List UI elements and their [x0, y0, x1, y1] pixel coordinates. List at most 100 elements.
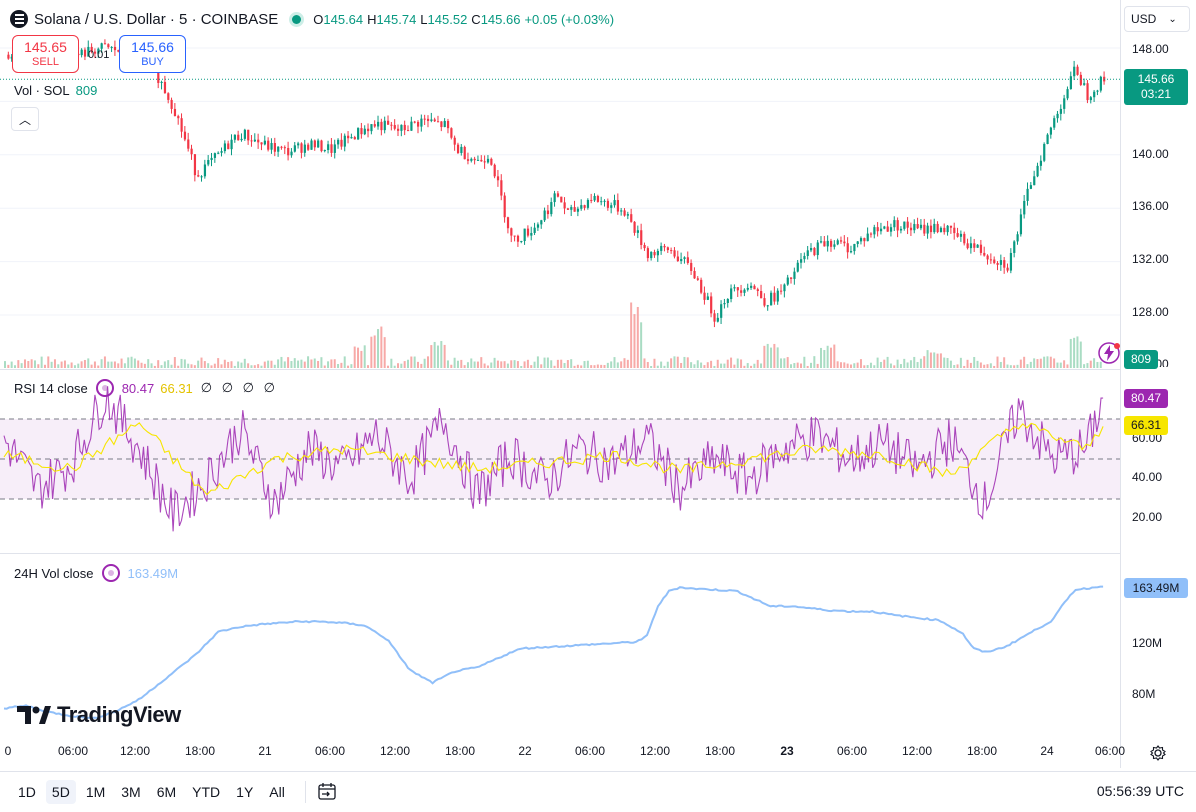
- volume-bar: [989, 363, 992, 368]
- candle-body: [1059, 108, 1062, 114]
- candle-body: [163, 81, 167, 94]
- candle-body: [726, 299, 729, 303]
- time-tick: 12:00: [379, 744, 411, 758]
- candle-body: [260, 142, 263, 145]
- range-6m-button[interactable]: 6M: [156, 784, 177, 800]
- volume-bar: [397, 363, 400, 368]
- vol24-legend[interactable]: 24H Vol close 163.49M: [14, 564, 178, 582]
- range-5d-button[interactable]: 5D: [45, 780, 76, 804]
- price-pane-separator[interactable]: [0, 369, 1120, 370]
- candle-body: [909, 227, 913, 231]
- lightning-icon[interactable]: [1097, 341, 1121, 365]
- candle-body: [526, 228, 530, 236]
- volume-bar: [103, 356, 106, 368]
- volume-bar: [373, 335, 376, 368]
- buy-button[interactable]: 145.66 BUY: [119, 35, 186, 73]
- volume-bar: [903, 358, 906, 368]
- volume-bar: [706, 362, 709, 368]
- cycle-icon[interactable]: [101, 564, 120, 582]
- rsi-line: [3, 386, 1104, 532]
- volume-bar: [500, 361, 503, 368]
- volume-bar: [410, 356, 413, 368]
- candle-body: [436, 121, 440, 123]
- volume-bar: [1076, 336, 1079, 368]
- range-ytd-button[interactable]: YTD: [192, 784, 221, 800]
- volume-bar: [839, 362, 842, 368]
- candle-body: [1029, 185, 1033, 189]
- candle-body: [896, 220, 899, 231]
- candle-body: [616, 200, 620, 212]
- market-status-icon[interactable]: [292, 14, 302, 24]
- candle-body: [586, 199, 590, 208]
- range-1d-button[interactable]: 1D: [18, 784, 36, 800]
- candle-body: [393, 125, 396, 129]
- candle-body: [683, 257, 686, 260]
- cycle-icon[interactable]: [95, 379, 114, 397]
- volume-bar: [17, 360, 20, 368]
- utc-clock[interactable]: 05:56:39 UTC: [1096, 783, 1184, 799]
- candle-body: [596, 195, 600, 202]
- currency-select[interactable]: USD ⌄: [1124, 6, 1190, 32]
- symbol-title[interactable]: Solana / U.S. Dollar · 5 · COINBASE: [34, 10, 279, 28]
- volume-bar: [643, 358, 646, 368]
- candle-body: [1003, 260, 1006, 268]
- candle-body: [736, 287, 739, 291]
- volume-bar: [919, 358, 922, 368]
- go-to-date-icon[interactable]: [316, 782, 338, 802]
- candle-body: [806, 250, 809, 256]
- candle-body: [750, 285, 753, 288]
- candle-body: [320, 140, 323, 152]
- volume-bar: [203, 361, 206, 368]
- rsi-legend[interactable]: RSI 14 close 80.47 66.31 ∅ ∅ ∅ ∅: [14, 379, 278, 397]
- candle-body: [513, 235, 516, 237]
- range-all-button[interactable]: All: [269, 784, 285, 800]
- candle-body: [869, 233, 873, 235]
- candle-body: [959, 233, 963, 237]
- tradingview-logo[interactable]: TradingView: [17, 702, 181, 728]
- volume-legend-label: Vol · SOL: [14, 83, 70, 98]
- volume-bar: [446, 360, 449, 368]
- volume-bar: [660, 361, 663, 368]
- candle-body: [486, 158, 490, 163]
- volume-bar: [896, 359, 899, 368]
- time-axis[interactable]: 0 06:00 12:00 18:00 21 06:00 12:00 18:00 22 06:00…: [0, 744, 1125, 764]
- candle-body: [290, 151, 293, 156]
- close-value: 145.66: [480, 11, 521, 27]
- candle-body: [267, 140, 270, 150]
- volume-bar: [20, 363, 23, 368]
- volume-legend[interactable]: Vol · SOL 809: [14, 83, 97, 98]
- rsi-chart[interactable]: [0, 369, 1120, 553]
- vol24-chart[interactable]: [0, 553, 1120, 744]
- volume-bar: [526, 359, 529, 368]
- candle-body: [823, 241, 826, 247]
- volume-bar: [943, 357, 946, 368]
- sell-button[interactable]: 145.65 SELL: [12, 35, 79, 73]
- range-1m-button[interactable]: 1M: [85, 784, 106, 800]
- candle-body: [919, 224, 923, 229]
- rsi-pane-separator[interactable]: [0, 553, 1120, 554]
- candle-body: [476, 159, 480, 161]
- candle-body: [923, 224, 926, 234]
- volume-bar: [610, 361, 613, 368]
- volume-bar: [653, 358, 656, 368]
- volume-bar: [783, 358, 786, 368]
- volume-bar: [620, 361, 623, 368]
- volume-bar: [247, 363, 250, 368]
- candle-body: [1069, 76, 1072, 90]
- volume-bar: [603, 364, 606, 368]
- volume-bar: [663, 365, 666, 368]
- gear-icon[interactable]: [1150, 745, 1166, 761]
- volume-bar: [946, 357, 949, 368]
- range-3m-button[interactable]: 3M: [121, 784, 141, 800]
- volume-bar: [683, 356, 686, 368]
- time-tick: 12:00: [639, 744, 671, 758]
- volume-bar: [1089, 360, 1092, 368]
- change-value: +0.05 (+0.03%): [524, 11, 615, 27]
- time-tick: 0: [4, 744, 12, 758]
- candle-body: [397, 128, 400, 131]
- collapse-legend-button[interactable]: ︿: [11, 107, 39, 131]
- candle-body: [287, 147, 290, 156]
- range-1y-button[interactable]: 1Y: [236, 784, 254, 800]
- volume-bar: [486, 365, 489, 368]
- volume-bar: [863, 365, 866, 368]
